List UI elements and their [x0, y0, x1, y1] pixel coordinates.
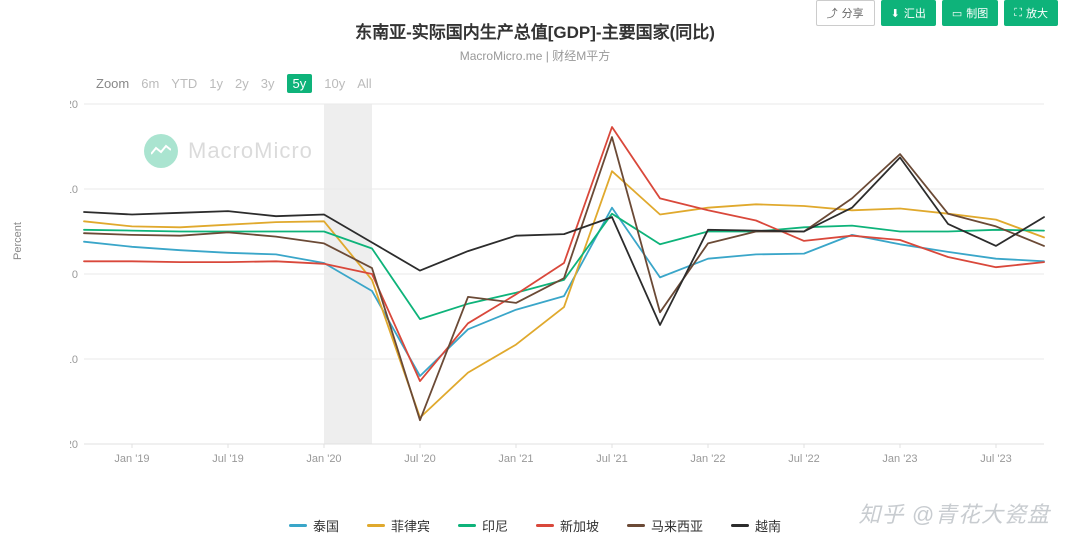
zoom-option-5y[interactable]: 5y: [287, 74, 313, 93]
zhihu-watermark: 知乎 @青花大瓷盘: [859, 497, 1050, 529]
zoom-option-1y[interactable]: 1y: [209, 76, 223, 91]
svg-text:Jul '22: Jul '22: [788, 453, 819, 465]
legend-item[interactable]: 菲律宾: [367, 516, 430, 535]
share-button[interactable]: ⤴ 分享: [816, 0, 875, 26]
chart-plot-area: -20 -10 0 10 20 Jan '19 Jul '19 Jan '20 Jul '20 J…: [70, 100, 1050, 468]
svg-text:0: 0: [72, 269, 78, 281]
legend-label: 泰国: [313, 516, 339, 535]
export-button[interactable]: ⬇ 汇出: [881, 0, 936, 26]
svg-text:Jan '23: Jan '23: [882, 453, 917, 465]
download-icon: ⬇: [891, 7, 900, 20]
svg-text:Jul '23: Jul '23: [980, 453, 1011, 465]
svg-text:Jul '20: Jul '20: [404, 453, 435, 465]
svg-text:20: 20: [70, 100, 78, 111]
legend-swatch: [289, 524, 307, 527]
svg-text:Jan '22: Jan '22: [690, 453, 725, 465]
legend-item[interactable]: 泰国: [289, 516, 339, 535]
svg-text:Jul '21: Jul '21: [596, 453, 627, 465]
export-label: 汇出: [904, 5, 926, 21]
legend-label: 越南: [755, 516, 781, 535]
share-icon: ⤴: [827, 5, 838, 21]
zoom-option-all[interactable]: All: [357, 76, 371, 91]
chart-toolbar: ⤴ 分享 ⬇ 汇出 ▭ 制图 ⛶ 放大: [816, 0, 1058, 26]
legend-item[interactable]: 印尼: [458, 516, 508, 535]
legend-label: 马来西亚: [651, 516, 703, 535]
svg-text:Jul '19: Jul '19: [212, 453, 243, 465]
legend-swatch: [458, 524, 476, 527]
chart-subtitle: MacroMicro.me | 财经M平方: [0, 47, 1070, 64]
legend-swatch: [536, 524, 554, 527]
svg-text:-10: -10: [70, 354, 78, 366]
zoom-label: Zoom: [96, 76, 129, 91]
legend-swatch: [367, 524, 385, 527]
svg-text:10: 10: [70, 184, 78, 196]
svg-text:Jan '19: Jan '19: [114, 453, 149, 465]
legend-item[interactable]: 马来西亚: [627, 516, 703, 535]
share-label: 分享: [842, 5, 864, 21]
zoom-option-6m[interactable]: 6m: [141, 76, 159, 91]
zoom-option-2y[interactable]: 2y: [235, 76, 249, 91]
legend-item[interactable]: 越南: [731, 516, 781, 535]
svg-text:Jan '21: Jan '21: [498, 453, 533, 465]
svg-text:-20: -20: [70, 439, 78, 451]
chart-svg: -20 -10 0 10 20 Jan '19 Jul '19 Jan '20 Jul '20 J…: [70, 100, 1050, 468]
zoom-option-3y[interactable]: 3y: [261, 76, 275, 91]
zoom-option-10y[interactable]: 10y: [324, 76, 345, 91]
legend-label: 印尼: [482, 516, 508, 535]
legend-item[interactable]: 新加坡: [536, 516, 599, 535]
fullscreen-button[interactable]: ⛶ 放大: [1004, 0, 1058, 26]
legend-label: 菲律宾: [391, 516, 430, 535]
zoom-option-ytd[interactable]: YTD: [171, 76, 197, 91]
fullscreen-label: 放大: [1026, 5, 1048, 21]
svg-text:Jan '20: Jan '20: [306, 453, 341, 465]
snapshot-button[interactable]: ▭ 制图: [942, 0, 998, 26]
camera-icon: ▭: [952, 7, 962, 20]
snapshot-label: 制图: [966, 5, 988, 21]
legend-swatch: [627, 524, 645, 527]
y-axis-title: Percent: [12, 222, 24, 260]
legend-label: 新加坡: [560, 516, 599, 535]
zoom-controls: Zoom 6m YTD 1y 2y 3y 5y 10y All: [96, 74, 372, 93]
legend-swatch: [731, 524, 749, 527]
expand-icon: ⛶: [1014, 7, 1022, 20]
